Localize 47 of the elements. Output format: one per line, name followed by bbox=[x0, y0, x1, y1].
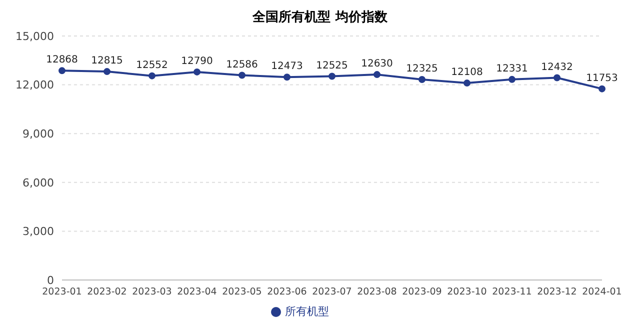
x-tick-label: 2023-03 bbox=[132, 286, 172, 298]
data-label: 12586 bbox=[226, 59, 258, 70]
data-label: 12552 bbox=[136, 60, 168, 71]
data-label: 12108 bbox=[451, 67, 483, 78]
x-tick-label: 2023-08 bbox=[357, 286, 397, 298]
x-tick-label: 2023-05 bbox=[222, 286, 262, 298]
x-tick-label: 2023-06 bbox=[267, 286, 307, 298]
data-label: 12473 bbox=[271, 61, 303, 72]
point bbox=[508, 76, 516, 83]
y-tick-label: 3,000 bbox=[22, 225, 54, 238]
data-label: 12630 bbox=[361, 58, 393, 70]
point bbox=[194, 68, 200, 76]
x-tick-label: 2023-04 bbox=[177, 286, 217, 298]
x-tick-label: 2023-12 bbox=[537, 286, 577, 298]
point bbox=[104, 68, 110, 76]
point bbox=[464, 80, 470, 87]
point bbox=[418, 76, 426, 84]
x-tick-label: 2024-01 bbox=[582, 286, 622, 298]
y-tick-label: 6,000 bbox=[22, 176, 54, 190]
data-label: 12868 bbox=[46, 54, 78, 66]
data-label: 12525 bbox=[316, 60, 348, 72]
x-tick-label: 2023-10 bbox=[447, 286, 487, 298]
point bbox=[374, 71, 380, 78]
x-tick-label: 2023-01 bbox=[42, 286, 82, 298]
point bbox=[58, 67, 66, 74]
x-tick-label: 2023-09 bbox=[402, 286, 442, 298]
data-label: 12790 bbox=[181, 56, 213, 67]
data-label: 12331 bbox=[496, 63, 528, 74]
point bbox=[238, 72, 246, 79]
point bbox=[554, 74, 560, 82]
x-tick-label: 2023-07 bbox=[312, 286, 352, 298]
data-label: 12815 bbox=[91, 56, 123, 67]
chart-title: 全国所有机型 均价指数 bbox=[252, 9, 388, 27]
y-tick-label: 12,000 bbox=[16, 78, 54, 92]
data-label: 12432 bbox=[541, 62, 573, 73]
y-tick-label: 9,000 bbox=[22, 128, 54, 141]
data-label: 12325 bbox=[406, 64, 438, 75]
point bbox=[284, 74, 290, 81]
point bbox=[328, 72, 336, 80]
point bbox=[598, 85, 606, 92]
x-tick-label: 2023-11 bbox=[492, 286, 532, 298]
x-tick-label: 2023-02 bbox=[87, 286, 127, 298]
data-label: 11753 bbox=[586, 72, 618, 84]
y-tick-label: 15,000 bbox=[16, 30, 54, 43]
y-tick-label: 0 bbox=[47, 274, 54, 287]
legend-label: 所有机型 bbox=[285, 305, 329, 318]
point bbox=[148, 72, 156, 80]
